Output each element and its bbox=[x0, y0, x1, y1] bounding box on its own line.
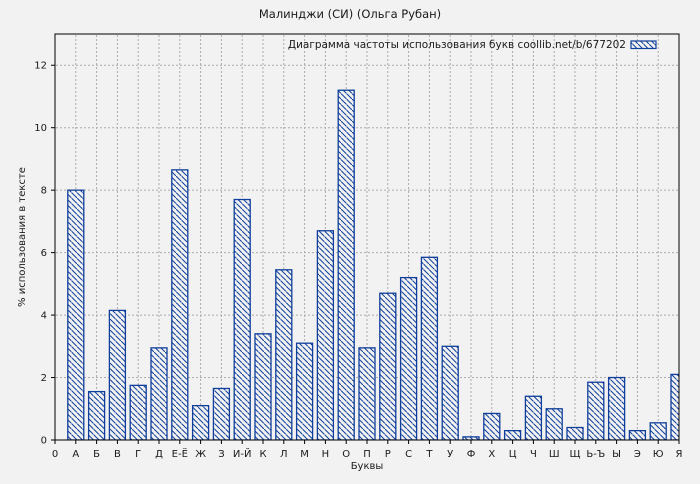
y-tick-label: 6 bbox=[41, 248, 47, 259]
y-tick-label: 0 bbox=[41, 436, 47, 447]
x-tick-label: И-Й bbox=[233, 447, 252, 460]
y-tick-label: 8 bbox=[41, 186, 47, 197]
bar-Б bbox=[87, 390, 106, 440]
x-tick-label: Н bbox=[322, 449, 330, 460]
x-tick-label: З bbox=[218, 449, 224, 460]
x-tick-label: Л bbox=[280, 449, 288, 460]
bar-А bbox=[67, 189, 85, 440]
bar-И-Й bbox=[233, 198, 251, 440]
legend-label: Диаграмма частоты использования букв coo… bbox=[288, 39, 626, 51]
bar-Ж bbox=[191, 404, 210, 440]
bar-Ы bbox=[607, 376, 626, 440]
x-tick-label: Щ bbox=[570, 449, 581, 460]
legend-swatch-icon bbox=[630, 40, 657, 50]
bar-К bbox=[254, 333, 272, 440]
bar-Е-Ё bbox=[171, 169, 189, 440]
x-tick-label: В bbox=[114, 449, 121, 460]
bar-О bbox=[337, 89, 355, 440]
legend: Диаграмма частоты использования букв coo… bbox=[288, 39, 657, 51]
bar-У bbox=[441, 345, 459, 440]
x-tick-label: Ж bbox=[195, 449, 206, 460]
x-tick-label: Д bbox=[155, 449, 163, 460]
y-tick-label: 12 bbox=[34, 61, 47, 72]
x-tick-label: Б bbox=[93, 449, 100, 460]
y-axis-label: % использования в тексте bbox=[17, 167, 28, 307]
bar-Ю bbox=[649, 422, 667, 440]
x-tick-label: С bbox=[405, 449, 412, 460]
y-tick-label: 2 bbox=[41, 373, 47, 384]
y-tick-label: 10 bbox=[34, 123, 47, 134]
x-tick-label: Т bbox=[425, 449, 433, 460]
bar-З bbox=[212, 387, 231, 440]
bar-Д bbox=[150, 347, 168, 440]
x-tick-label: Ф bbox=[467, 449, 476, 460]
bar-Г bbox=[129, 384, 147, 440]
x-tick-label: О bbox=[342, 449, 350, 460]
x-tick-label: 0 bbox=[52, 449, 58, 460]
bar-Ч bbox=[524, 395, 543, 440]
x-tick-label: У bbox=[447, 449, 453, 460]
x-axis-label: Буквы bbox=[351, 461, 384, 472]
bar-Н bbox=[316, 230, 335, 440]
bar-В bbox=[108, 309, 127, 440]
x-tick-label: М bbox=[300, 449, 309, 460]
bars-group bbox=[67, 89, 679, 440]
bar-Ь-Ъ bbox=[587, 381, 605, 440]
x-tick-label: Я bbox=[676, 449, 683, 460]
bar-Э bbox=[628, 429, 647, 440]
bar-Х bbox=[483, 412, 501, 440]
bar-Щ bbox=[566, 426, 584, 440]
bar-Т bbox=[420, 256, 439, 440]
bar-Р bbox=[379, 292, 397, 440]
x-tick-label: А bbox=[72, 449, 79, 460]
bar-С bbox=[399, 276, 418, 440]
x-tick-label: Ь-Ъ bbox=[586, 449, 605, 460]
bar-Я bbox=[670, 373, 679, 440]
x-tick-label: Х bbox=[488, 449, 495, 460]
x-tick-label: Г bbox=[135, 449, 141, 460]
bar-Ц bbox=[503, 429, 522, 440]
x-tick-label: Ч bbox=[530, 449, 537, 460]
y-tick-label: 4 bbox=[41, 311, 47, 322]
bar-Ш bbox=[545, 408, 563, 440]
x-tick-label: Ц bbox=[509, 449, 517, 460]
x-tick-label: Ю bbox=[653, 449, 664, 460]
bar-Л bbox=[275, 269, 293, 440]
x-tick-label: Р bbox=[385, 449, 391, 460]
x-tick-label: Е-Ё bbox=[172, 447, 188, 460]
x-tick-label: П bbox=[363, 449, 371, 460]
tick-labels: 0 А Б В Г Д Е-Ё Ж З И-Й К Л М Н О П Р С Т У Ф Х Ц Ч Ш Щ Ь-Ъ Ы Э Ю Я 0 2 4… bbox=[34, 61, 682, 460]
chart-title: Малинджи (СИ) (Ольга Рубан) bbox=[259, 7, 441, 21]
x-tick-label: Ш bbox=[549, 449, 560, 460]
axis-ticks bbox=[51, 64, 680, 444]
bar-М bbox=[295, 342, 314, 440]
x-tick-label: К bbox=[259, 449, 266, 460]
x-tick-label: Э bbox=[634, 449, 641, 460]
bar-П bbox=[358, 347, 376, 440]
x-tick-label: Ы bbox=[612, 449, 621, 460]
